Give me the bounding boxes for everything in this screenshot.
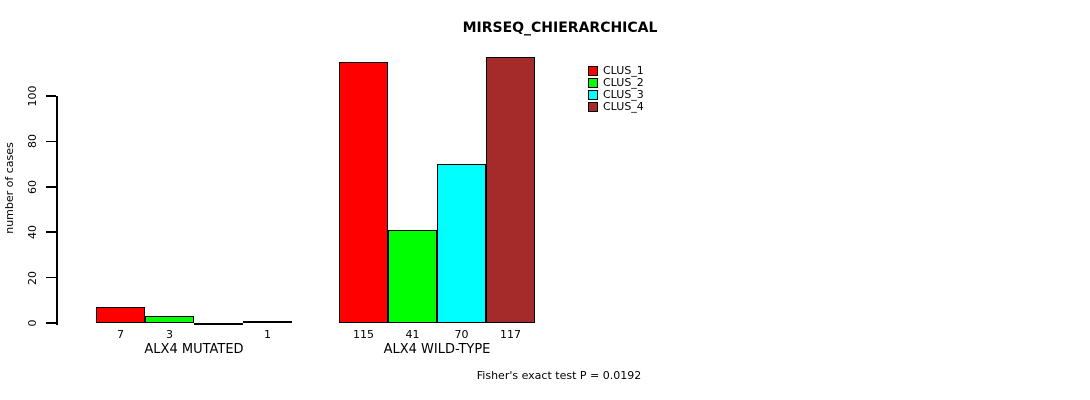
chart-title: MIRSEQ_CHIERARCHICAL: [462, 20, 658, 36]
y-tick: [46, 140, 56, 143]
y-axis-line: [56, 96, 58, 325]
bar-value-label: 41: [405, 328, 420, 341]
group-label: ALX4 WILD-TYPE: [383, 342, 491, 357]
y-tick: [46, 231, 56, 233]
bar-value-label: 7: [117, 328, 124, 341]
legend-label: CLUS_1: [603, 64, 644, 77]
bar-CLUS_1: [339, 62, 388, 323]
bar-CLUS_3: [194, 323, 243, 325]
bar-CLUS_2: [388, 230, 437, 323]
bar-value-label: 117: [500, 328, 521, 341]
bar-value-label: 1: [264, 328, 271, 341]
y-tick: [46, 95, 56, 97]
bar-CLUS_2: [145, 316, 194, 323]
bar-CLUS_1: [96, 307, 145, 323]
bar-value-label: 3: [166, 328, 173, 341]
y-tick-label: 60: [26, 179, 39, 194]
y-tick: [46, 276, 56, 279]
y-tick: [46, 322, 56, 324]
bar-value-label: 70: [454, 328, 469, 341]
bar-value-label: 115: [353, 328, 374, 341]
bar-CLUS_4: [243, 321, 292, 323]
bar-CLUS_3: [437, 164, 486, 323]
y-axis-label: number of cases: [3, 142, 16, 234]
legend-swatch-CLUS_1: [588, 66, 598, 76]
legend-label: CLUS_4: [603, 100, 644, 113]
legend-label: CLUS_3: [603, 88, 644, 101]
legend-swatch-CLUS_3: [588, 90, 598, 100]
fisher-test-annotation: Fisher's exact test P = 0.0192: [476, 369, 642, 382]
y-tick-label: 80: [26, 134, 39, 149]
legend-swatch-CLUS_4: [588, 102, 598, 112]
y-tick-label: 100: [26, 85, 39, 107]
y-tick-label: 20: [26, 270, 39, 285]
y-tick-label: 0: [26, 319, 39, 327]
y-tick: [46, 186, 56, 188]
bar-CLUS_4: [486, 57, 535, 323]
y-tick-label: 40: [26, 225, 39, 240]
legend-label: CLUS_2: [603, 76, 644, 89]
group-label: ALX4 MUTATED: [144, 342, 244, 357]
legend-swatch-CLUS_2: [588, 78, 598, 88]
